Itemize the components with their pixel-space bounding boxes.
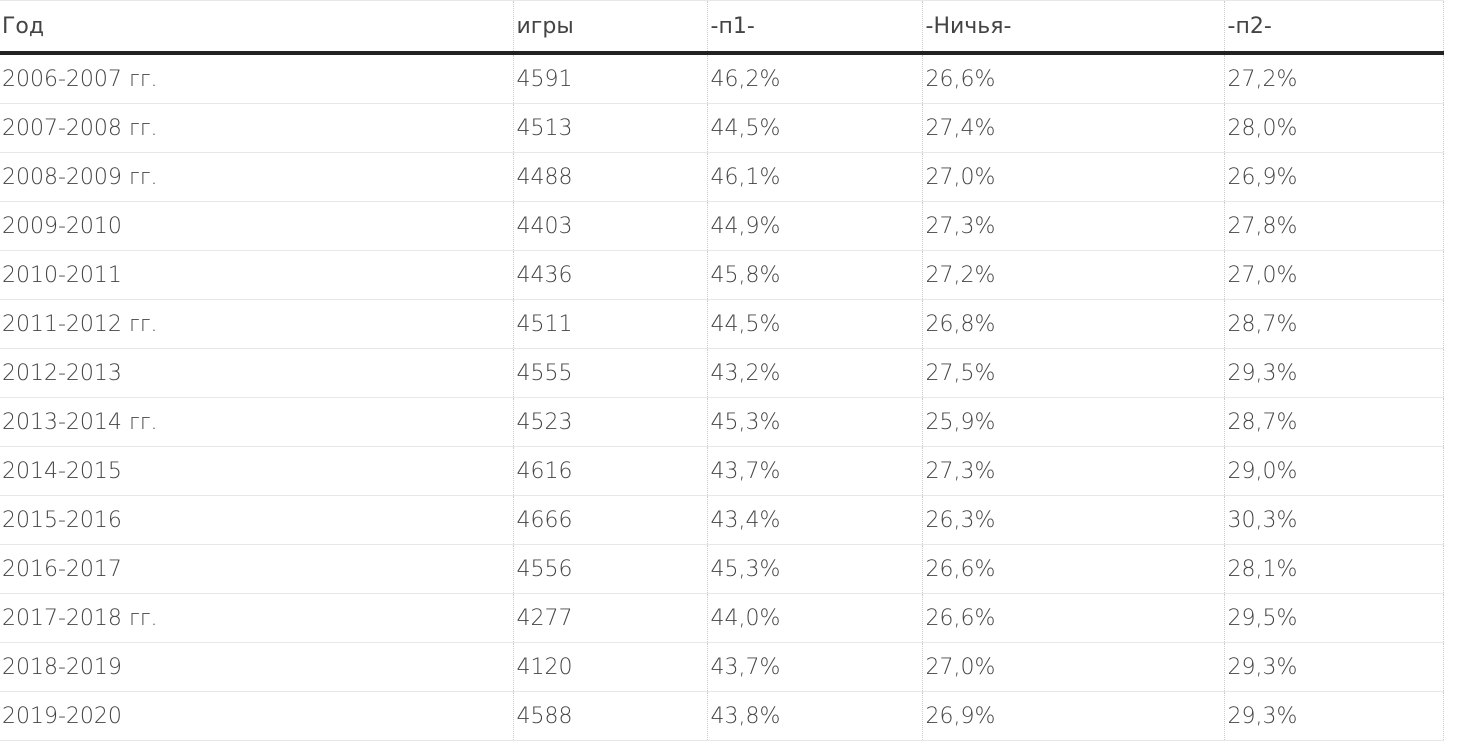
table-row: 2012-2013 4555 43,2% 27,5% 29,3% (0, 348, 1444, 398)
table-cell: 28,7% (1223, 397, 1444, 447)
table-cell: 43,8% (706, 691, 923, 741)
table-cell: 29,0% (1223, 446, 1444, 496)
table-cell: 4403 (512, 201, 708, 251)
table-cell: 26,3% (921, 495, 1225, 545)
table-cell: 4555 (512, 348, 708, 398)
table-cell: 27,0% (921, 152, 1225, 202)
table-cell: 2013-2014 гг. (0, 397, 514, 447)
table-cell: 4513 (512, 103, 708, 153)
table-cell: 2007-2008 гг. (0, 103, 514, 153)
table-row: 2011-2012 гг. 4511 44,5% 26,8% 28,7% (0, 299, 1444, 349)
table-cell: 43,7% (706, 642, 923, 692)
table-cell: 43,2% (706, 348, 923, 398)
table-cell: 4556 (512, 544, 708, 594)
table-cell: 27,0% (1223, 250, 1444, 300)
table-row: 2007-2008 гг. 4513 44,5% 27,4% 28,0% (0, 103, 1444, 153)
table-cell: 29,3% (1223, 642, 1444, 692)
header-row: Год игры -п1- -Ничья- -п2- (0, 0, 1444, 55)
table-cell: 46,1% (706, 152, 923, 202)
table-cell: 2006-2007 гг. (0, 53, 514, 104)
table-header: Год игры -п1- -Ничья- -п2- (0, 0, 1444, 55)
table-cell: 26,9% (1223, 152, 1444, 202)
table-cell: 27,2% (1223, 53, 1444, 104)
table-cell: 45,8% (706, 250, 923, 300)
table-cell: 4666 (512, 495, 708, 545)
table-cell: 30,3% (1223, 495, 1444, 545)
table-cell: 2012-2013 (0, 348, 514, 398)
table-cell: 27,4% (921, 103, 1225, 153)
table-cell: 26,6% (921, 544, 1225, 594)
table-cell: 27,5% (921, 348, 1225, 398)
table-cell: 2010-2011 (0, 250, 514, 300)
table-body: 2006-2007 гг. 4591 46,2% 26,6% 27,2% 2007-200… (0, 53, 1444, 741)
header-cell: игры (512, 0, 708, 55)
table-cell: 2019-2020 (0, 691, 514, 741)
table-cell: 27,3% (921, 446, 1225, 496)
table-cell: 44,9% (706, 201, 923, 251)
table-cell: 2009-2010 (0, 201, 514, 251)
table-cell: 44,5% (706, 299, 923, 349)
data-table: Год игры -п1- -Ничья- -п2- 2006-2007 гг. 4591… (0, 0, 1444, 741)
table-cell: 27,8% (1223, 201, 1444, 251)
header-cell: Год (0, 0, 514, 55)
table-cell: 4588 (512, 691, 708, 741)
table-cell: 26,8% (921, 299, 1225, 349)
table-cell: 4488 (512, 152, 708, 202)
table-cell: 28,1% (1223, 544, 1444, 594)
table-cell: 26,9% (921, 691, 1225, 741)
table-cell: 2015-2016 (0, 495, 514, 545)
table-cell: 2011-2012 гг. (0, 299, 514, 349)
table-cell: 2014-2015 (0, 446, 514, 496)
table-cell: 29,5% (1223, 593, 1444, 643)
table-cell: 2016-2017 (0, 544, 514, 594)
table-cell: 2008-2009 гг. (0, 152, 514, 202)
table-cell: 43,4% (706, 495, 923, 545)
table-cell: 45,3% (706, 397, 923, 447)
table-cell: 25,9% (921, 397, 1225, 447)
table-cell: 27,2% (921, 250, 1225, 300)
table-cell: 4120 (512, 642, 708, 692)
header-cell: -п1- (706, 0, 923, 55)
table-cell: 28,7% (1223, 299, 1444, 349)
table-row: 2016-2017 4556 45,3% 26,6% 28,1% (0, 544, 1444, 594)
table-cell: 46,2% (706, 53, 923, 104)
table-cell: 4523 (512, 397, 708, 447)
header-cell: -п2- (1223, 0, 1444, 55)
table-cell: 4616 (512, 446, 708, 496)
table-cell: 43,7% (706, 446, 923, 496)
table-cell: 29,3% (1223, 348, 1444, 398)
table-cell: 4277 (512, 593, 708, 643)
table-row: 2013-2014 гг. 4523 45,3% 25,9% 28,7% (0, 397, 1444, 447)
table-row: 2018-2019 4120 43,7% 27,0% 29,3% (0, 642, 1444, 692)
table-cell: 27,3% (921, 201, 1225, 251)
table-cell: 44,5% (706, 103, 923, 153)
table-cell: 4591 (512, 53, 708, 104)
table-cell: 44,0% (706, 593, 923, 643)
table-row: 2010-2011 4436 45,8% 27,2% 27,0% (0, 250, 1444, 300)
header-cell: -Ничья- (921, 0, 1225, 55)
table-cell: 4436 (512, 250, 708, 300)
table-cell: 29,3% (1223, 691, 1444, 741)
table-row: 2006-2007 гг. 4591 46,2% 26,6% 27,2% (0, 53, 1444, 104)
table-cell: 4511 (512, 299, 708, 349)
table-row: 2015-2016 4666 43,4% 26,3% 30,3% (0, 495, 1444, 545)
table-row: 2009-2010 4403 44,9% 27,3% 27,8% (0, 201, 1444, 251)
table-cell: 28,0% (1223, 103, 1444, 153)
table-cell: 45,3% (706, 544, 923, 594)
table-row: 2014-2015 4616 43,7% 27,3% 29,0% (0, 446, 1444, 496)
table-row: 2019-2020 4588 43,8% 26,9% 29,3% (0, 691, 1444, 741)
table-cell: 26,6% (921, 593, 1225, 643)
table-cell: 26,6% (921, 53, 1225, 104)
table-row: 2008-2009 гг. 4488 46,1% 27,0% 26,9% (0, 152, 1444, 202)
table-cell: 27,0% (921, 642, 1225, 692)
table-cell: 2017-2018 гг. (0, 593, 514, 643)
table-cell: 2018-2019 (0, 642, 514, 692)
table-row: 2017-2018 гг. 4277 44,0% 26,6% 29,5% (0, 593, 1444, 643)
